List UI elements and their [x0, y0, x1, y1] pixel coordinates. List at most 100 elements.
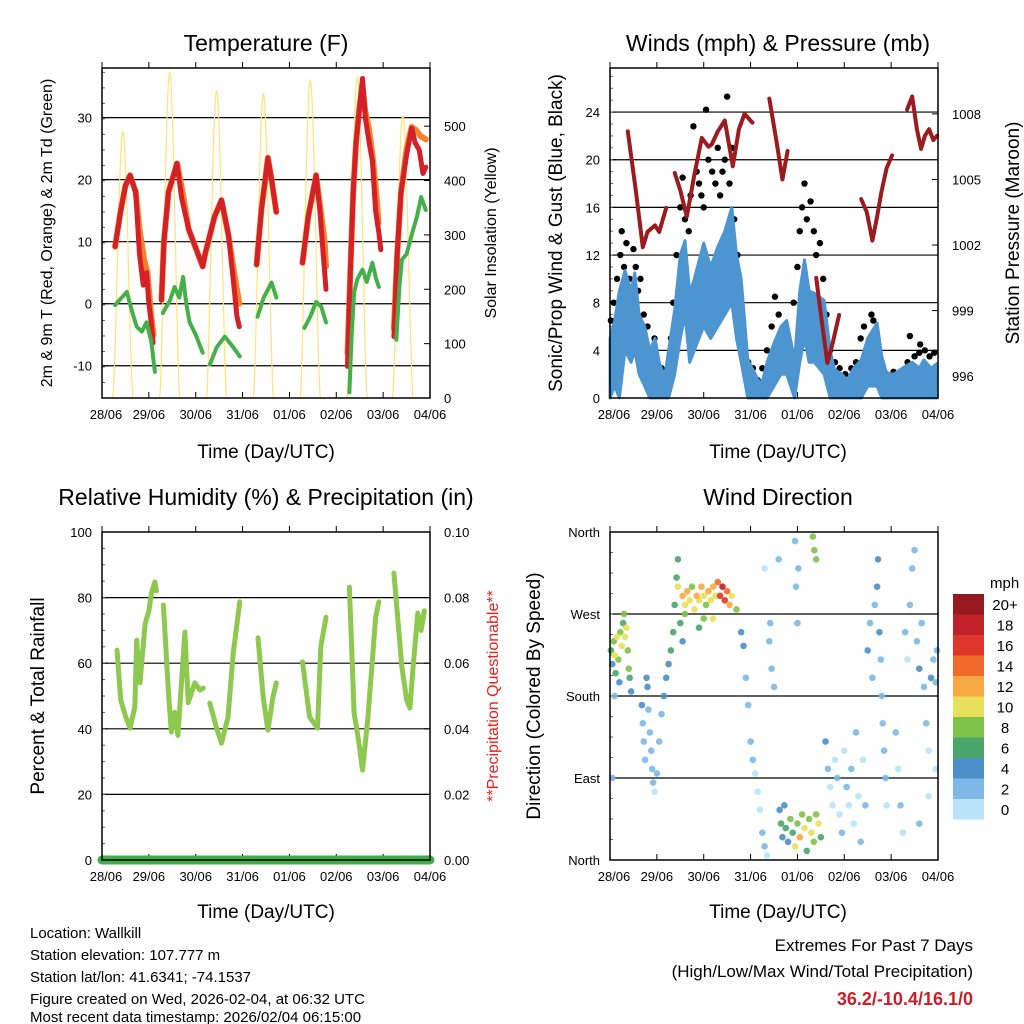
humidity-title: Relative Humidity (%) & Precipitation (i…: [58, 484, 473, 510]
temp-2m-line: [112, 172, 156, 346]
legend-swatch: [953, 717, 984, 738]
legend-title: mph: [990, 575, 1019, 592]
direction-point: [719, 583, 726, 590]
x-tick-label: 29/06: [641, 407, 674, 422]
temp-2m-line: [159, 161, 242, 330]
direction-point: [613, 633, 621, 641]
humidity-xlabel: Time (Day/UTC): [197, 902, 335, 923]
direction-point: [684, 587, 691, 595]
gust-point: [695, 180, 703, 187]
legend-label: 10: [997, 700, 1014, 717]
direction-point: [691, 606, 698, 613]
gust-point: [712, 180, 719, 187]
temperature-ylabel: 2m & 9m T (Red, Orange) & 2m Td (Green): [39, 79, 56, 388]
direction-point: [883, 802, 890, 809]
gust-point: [810, 228, 818, 235]
legend-label: 12: [997, 679, 1014, 696]
direction-point: [781, 802, 788, 809]
y2-tick-label: 300: [444, 228, 466, 243]
direction-point: [897, 802, 904, 809]
rh-line: [300, 614, 329, 731]
direction-point: [920, 683, 928, 691]
direction-point: [871, 601, 879, 609]
direction-point: [855, 792, 862, 800]
gust-point: [617, 251, 624, 259]
direction-point: [723, 587, 731, 595]
direction-point: [612, 669, 619, 677]
direction-point: [798, 811, 806, 818]
humidity-ylabel: Percent & Total Rainfall: [28, 597, 49, 794]
gust-point: [698, 192, 705, 199]
x-tick-label: 29/06: [641, 869, 674, 884]
gust-point: [798, 204, 806, 211]
temperature-title: Temperature (F): [184, 30, 349, 56]
y2-tick-label: 0.02: [444, 787, 469, 802]
dewpoint-line: [160, 275, 205, 355]
direction-point: [869, 674, 876, 682]
direction-point: [763, 852, 771, 859]
latlon-text: Station lat/lon: 41.6341; -74.1537: [30, 969, 251, 986]
gust-point: [916, 349, 923, 356]
recent-timestamp-text: Most recent data timestamp: 2026/02/04 0…: [30, 1009, 361, 1024]
winds-xlabel: Time (Day/UTC): [709, 442, 847, 463]
direction-point: [836, 811, 843, 818]
x-tick-label: 01/06: [781, 407, 814, 422]
direction-point: [619, 619, 627, 627]
rh-line: [391, 570, 427, 711]
x-tick-label: 04/06: [414, 407, 447, 422]
direction-point: [833, 774, 841, 782]
direction-point: [728, 592, 736, 600]
x-tick-label: 04/06: [922, 407, 955, 422]
direction-point: [761, 843, 768, 850]
direction-point: [660, 692, 668, 700]
x-tick-label: 28/06: [90, 869, 123, 884]
direction-point: [646, 729, 654, 736]
direction-point: [618, 642, 626, 650]
direction-point: [840, 747, 848, 754]
legend-label: 0: [1001, 802, 1009, 819]
wind-ylabel: Sonic/Prop Wind & Gust (Blue, Black): [546, 74, 567, 392]
direction-point: [784, 838, 792, 846]
direction-point: [674, 556, 682, 563]
direction-point: [927, 674, 935, 682]
direction-point: [930, 656, 937, 663]
direction-point: [796, 833, 804, 841]
extremes-value: 36.2/-10.4/16.1/0: [837, 989, 973, 1009]
gust-point: [630, 245, 637, 253]
direction-point: [906, 601, 914, 609]
direction-point: [758, 829, 766, 836]
y-tick-label: 0: [85, 853, 92, 868]
gust-point: [906, 332, 914, 340]
x-tick-label: 03/06: [875, 407, 908, 422]
direction-ylabel: Direction (Colored By Speed): [524, 572, 545, 819]
direction-point: [709, 583, 717, 590]
legend-label: 6: [1001, 741, 1009, 758]
legend-label: 4: [1001, 761, 1009, 778]
gust-point: [812, 251, 820, 259]
legend-swatch: [953, 655, 984, 676]
direction-point: [843, 783, 850, 791]
gust-point: [640, 311, 647, 318]
dewpoint-line: [302, 299, 328, 330]
direction-point: [651, 788, 658, 795]
gust-point: [685, 228, 692, 235]
insolation-curve: [252, 92, 275, 399]
plot-border: [101, 531, 431, 861]
direction-point: [795, 565, 802, 572]
y-tick-label: 60: [78, 656, 92, 671]
direction-point: [805, 815, 813, 823]
y-tick-label: 100: [70, 525, 92, 540]
direction-point: [662, 674, 670, 682]
x-tick-label: 04/06: [414, 869, 447, 884]
direction-point: [714, 578, 722, 586]
gust-point: [723, 93, 731, 100]
plot-border: [101, 67, 431, 399]
created-text: Figure created on Wed, 2026-02-04, at 06…: [30, 991, 365, 1008]
x-tick-label: 29/06: [133, 407, 166, 422]
direction-point: [653, 770, 661, 777]
direction-point: [933, 647, 941, 654]
gust-point: [620, 263, 628, 271]
direction-point: [850, 820, 857, 827]
gust-point: [796, 228, 803, 235]
direction-point: [812, 811, 820, 818]
